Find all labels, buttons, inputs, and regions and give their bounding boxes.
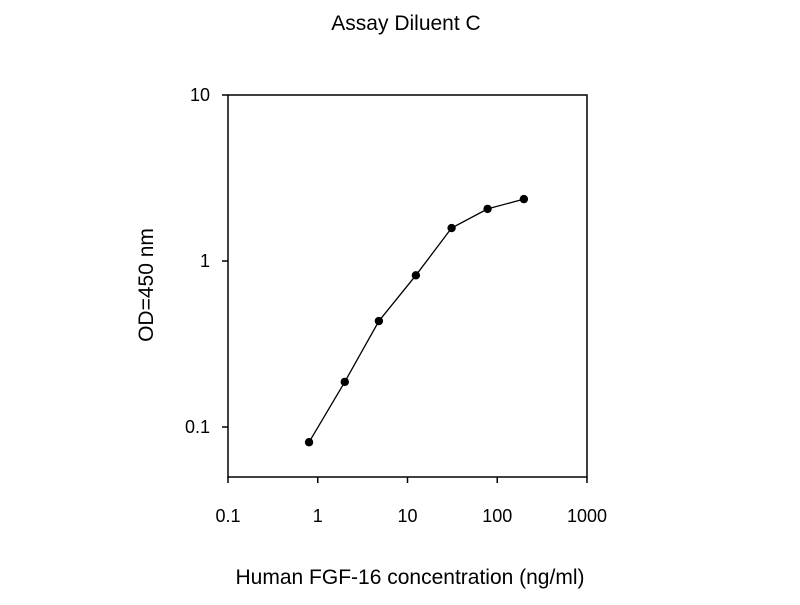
y-tick-label: 10 bbox=[190, 85, 210, 105]
data-series bbox=[304, 194, 529, 447]
x-tick-label: 0.1 bbox=[215, 506, 240, 526]
x-tick-label: 100 bbox=[482, 506, 512, 526]
y-axis-ticks: 0.1 1 10 bbox=[185, 85, 228, 437]
x-axis-ticks: 0.1 1 10 100 1000 bbox=[215, 477, 607, 526]
series-line bbox=[308, 198, 525, 443]
y-axis-label: OD=450 nm bbox=[135, 228, 158, 342]
data-point bbox=[483, 204, 492, 214]
data-point bbox=[340, 377, 349, 387]
data-point bbox=[519, 194, 529, 204]
x-axis-label: Human FGF-16 concentration (ng/ml) bbox=[236, 566, 585, 589]
data-point bbox=[411, 271, 421, 280]
data-point bbox=[304, 438, 314, 447]
x-tick-label: 10 bbox=[397, 506, 417, 526]
y-tick-label: 0.1 bbox=[185, 417, 210, 437]
chart-title: Assay Diluent C bbox=[331, 12, 480, 35]
data-point bbox=[447, 223, 456, 233]
x-tick-label: 1 bbox=[313, 506, 323, 526]
x-tick-label: 1000 bbox=[567, 506, 607, 526]
data-point bbox=[374, 316, 384, 326]
y-tick-label: 1 bbox=[200, 251, 210, 271]
